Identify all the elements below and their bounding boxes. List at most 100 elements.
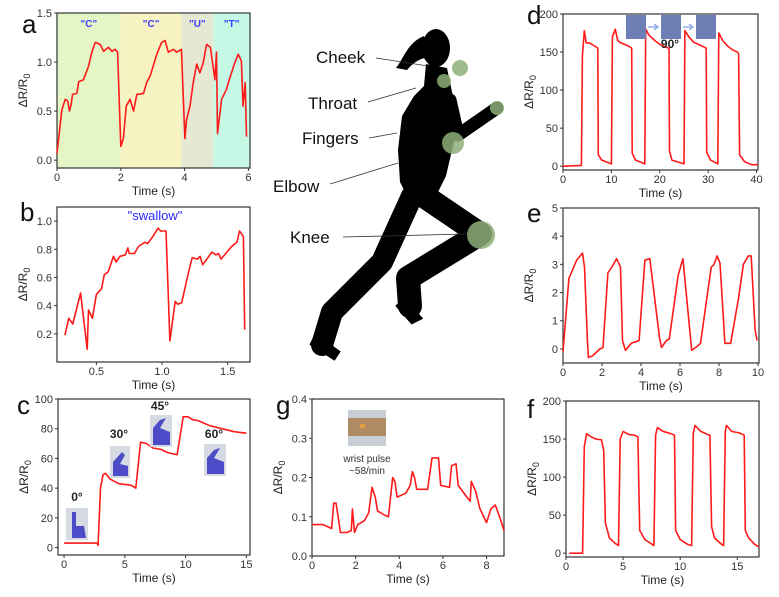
x-axis-title: Time (s) [132,184,176,198]
y-tick-label: 0 [47,543,53,555]
y-tick-label: 4 [552,231,558,243]
y-axis-title: ΔR/R0 [525,462,541,496]
x-tick-label: 10 [752,367,764,379]
x-tick-label: 0.5 [89,366,104,378]
y-axis-title-main: ΔR/R [522,80,536,109]
y-tick-label: 100 [543,472,561,484]
y-tick-label: 0.1 [292,512,307,524]
x-tick-label: 10 [674,561,686,573]
x-tick-label: 2 [599,367,605,379]
series-line [569,424,760,555]
x-tick-label: 4 [182,172,188,184]
y-axis-title-sub: 0 [23,460,33,465]
panel-label: g [276,390,290,420]
x-tick-label: 1.5 [220,366,235,378]
y-axis-title-main: ΔR/R [271,465,285,494]
y-tick-label: 1.0 [37,57,52,69]
x-tick-label: 0 [560,174,566,186]
label-elbow: Elbow [273,177,320,196]
x-tick-label: 8 [716,367,722,379]
y-tick-label: 2 [552,288,558,300]
y-axis-title-main: ΔR/R [16,78,30,107]
y-tick-label: 0.4 [292,394,307,406]
x-tick-label: 0 [309,560,315,572]
panel-label: e [527,198,541,228]
y-axis-title-sub: 0 [528,269,538,274]
sensor-elbow [442,132,464,154]
y-tick-label: 0 [552,344,558,356]
y-tick-label: 0 [555,548,561,560]
x-axis-title: Time (s) [639,186,683,200]
x-tick-label: 2 [118,172,124,184]
panel-label: b [20,197,34,227]
y-axis-title: ΔR/R0 [16,74,32,108]
x-tick-label: 0 [61,559,67,571]
y-tick-label: 0.6 [37,272,52,284]
panel-label: f [527,394,535,424]
y-axis-title: ΔR/R0 [522,75,538,109]
arrow-icon [648,23,660,31]
y-tick-label: 1.0 [37,216,52,228]
y-tick-label: 40 [41,483,53,495]
annotation-angle: 0° [71,490,83,504]
y-tick-label: 150 [543,434,561,446]
x-axis-title: Time (s) [386,572,430,586]
y-tick-label: 1.5 [37,8,52,20]
panel-label: d [527,0,541,30]
sensor-markers [437,60,504,249]
y-tick-label: 200 [543,396,561,408]
y-axis-title: ΔR/R0 [522,269,538,303]
hand-photo-30deg [110,446,130,478]
y-axis-title: ΔR/R0 [271,461,287,495]
annotation-angle: 90° [661,37,679,51]
y-tick-label: 60 [41,453,53,465]
y-tick-label: 80 [41,424,53,436]
y-axis-title-main: ΔR/R [17,465,31,494]
y-tick-label: 0.3 [292,433,307,445]
y-tick-label: 0.8 [37,244,52,256]
region-label: "T" [224,19,240,30]
y-axis-title-main: ΔR/R [525,467,539,496]
region-band [181,13,214,168]
y-tick-label: 0.2 [292,473,307,485]
x-tick-label: 6 [245,172,251,184]
leader-lines [329,57,467,238]
x-tick-label: 5 [620,561,626,573]
annotation-wrist-pulse: wrist pulse [342,454,391,465]
finger-bend-photos [626,15,716,39]
y-axis-title-sub: 0 [277,461,287,466]
x-tick-label: 2 [353,560,359,572]
y-axis-title: ΔR/R0 [17,460,33,494]
charts: "C" "C" "U" "T" 0 2 4 6 0.0 0.5 1.0 1.5 Time (s) ΔR/R… [16,0,764,587]
label-knee: Knee [290,228,330,247]
label-throat: Throat [308,94,357,113]
x-axis-title: Time (s) [132,378,176,392]
x-tick-label: 10 [605,174,617,186]
annotation-angle: 30° [110,427,128,441]
x-tick-label: 15 [731,561,743,573]
sensor-throat [437,74,451,88]
runner-silhouette [309,29,504,361]
region-label: "U" [189,19,206,30]
plot-frame [56,12,251,169]
plot-frame [562,13,759,171]
x-tick-label: 6 [677,367,683,379]
plot-frame [562,207,760,364]
plot-frame [565,400,760,558]
series-line [64,227,246,351]
y-tick-label: 0.2 [37,329,52,341]
x-axis-title: Time (s) [132,571,176,585]
plot-frame [57,398,251,556]
arrow-icon [683,23,695,31]
y-tick-label: 0 [552,161,558,173]
series-line [56,39,248,154]
y-tick-label: 50 [546,123,558,135]
hand-photos-c [66,415,226,540]
x-tick-label: 6 [440,560,446,572]
region-band [120,13,182,168]
x-axis-title: Time (s) [641,573,685,587]
